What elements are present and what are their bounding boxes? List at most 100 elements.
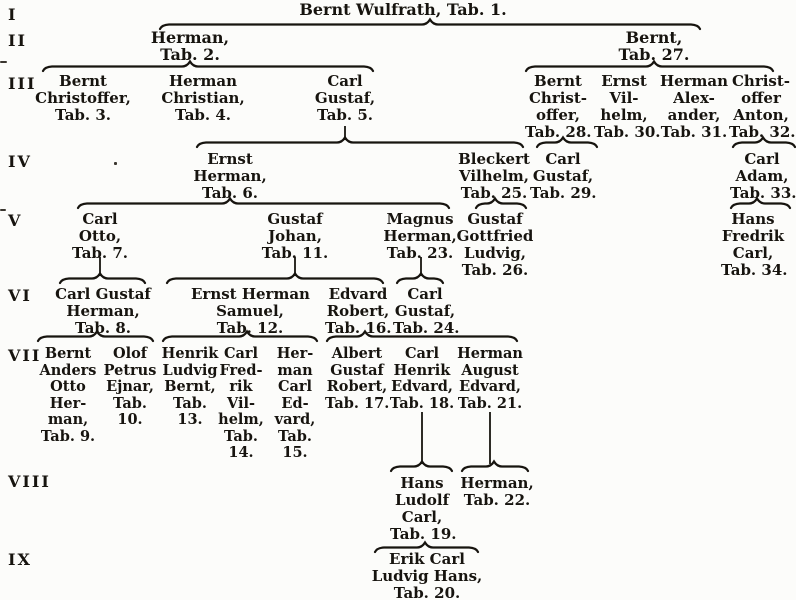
- person-name-line: Herman,: [383, 227, 457, 245]
- person-name-line: Robert,: [326, 302, 390, 320]
- person-name-line: Ludvig,: [463, 244, 527, 262]
- person-tab-line: Tab. 33.: [730, 184, 796, 202]
- person-name-line: Carl: [407, 285, 443, 303]
- person-name-line: Carl: [223, 345, 259, 362]
- person-tab-line: Tab. 25.: [460, 184, 528, 202]
- person-node-tab-4: Herman Christian, Tab. 4.: [150, 73, 256, 124]
- person-name-line: Petrus: [103, 361, 157, 379]
- person-tab-line: Tab. 2.: [160, 45, 220, 64]
- person-name-line: offer: [741, 89, 781, 107]
- person-name-line: Vil-: [609, 89, 639, 107]
- person-node-tab-25: Bleckert Vilhelm, Tab. 25.: [455, 151, 533, 202]
- person-node-tab-9: Bernt Anders Otto Her-man, Tab. 9.: [39, 345, 97, 445]
- person-name-line: Gustaf: [330, 361, 384, 379]
- person-tab-line: Tab. 12.: [216, 319, 284, 337]
- person-name-line: Carl: [404, 345, 440, 362]
- person-node-tab-15: Her-man Carl Ed-vard, Tab. 15.: [270, 345, 320, 462]
- person-tab-line: Tab. 24.: [393, 319, 460, 337]
- person-name-line: Christ-: [528, 89, 588, 107]
- brace-connector-parent-1: [158, 17, 702, 31]
- person-node-tab-22: Herman, Tab. 22.: [456, 475, 538, 509]
- person-name-line: Magnus: [386, 210, 454, 228]
- person-name-line: Vilhelm,: [458, 167, 529, 185]
- brace-connector-parent-18: [389, 459, 454, 473]
- person-tab-line: 10.: [117, 411, 143, 428]
- person-tab-line: Tab. 17.: [325, 394, 390, 412]
- person-tab-line: Tab. 21.: [457, 394, 523, 412]
- person-tab-line: Tab. 7.: [71, 244, 129, 262]
- scan-speck: [114, 162, 117, 165]
- person-name-line: Bernt,: [625, 28, 683, 47]
- person-name-line: Henrik: [393, 361, 451, 379]
- brace-connector-parent-7: [58, 271, 147, 285]
- brace-connector-parent-21: [460, 459, 530, 473]
- person-name-line: Ernst: [601, 72, 647, 90]
- generation-label-III: III: [8, 74, 37, 93]
- person-name-line: offer,: [536, 106, 580, 124]
- person-name-line: rik: [229, 378, 253, 395]
- person-name-line: Christian,: [161, 89, 245, 107]
- person-node-tab-13: Henrik Ludvig Bernt, Tab. 13.: [160, 345, 220, 429]
- person-node-tab-11: Gustaf Johan, Tab. 11.: [258, 211, 332, 262]
- person-name-line: helm,: [600, 106, 648, 124]
- person-tab-line: Tab. 20.: [393, 584, 461, 600]
- person-name-line: Ludvig Hans,: [371, 567, 483, 585]
- person-name-line: Adam,: [735, 167, 789, 185]
- person-name-line: Her-: [276, 345, 314, 362]
- person-name-line: Herman,: [66, 302, 140, 320]
- person-name-line: Albert: [331, 345, 383, 362]
- person-name-line: Edvard,: [391, 378, 453, 395]
- generation-label-VIII: VIII: [8, 472, 51, 491]
- person-name-line: Carl: [82, 210, 118, 228]
- person-name-line: man,: [47, 411, 89, 428]
- person-node-tab-23: Magnus Herman, Tab. 23.: [381, 211, 459, 262]
- person-tab-line: Tab.: [278, 427, 312, 445]
- person-node-tab-17: Albert Gustaf Robert, Tab. 17.: [325, 345, 390, 412]
- person-name-line: Gustaf: [467, 210, 523, 228]
- person-node-tab-24: Carl Gustaf, Tab. 24.: [393, 285, 460, 337]
- person-node-tab-28: Bernt Christ-offer, Tab. 28.: [525, 73, 591, 141]
- person-tab-line: Tab. 5.: [316, 106, 374, 124]
- person-tab-line: Tab. 32.: [729, 123, 796, 141]
- person-name-line: Olof: [112, 345, 148, 362]
- person-tab-line: 13.: [177, 411, 203, 428]
- person-name-line: Christ-: [731, 72, 791, 90]
- generation-label-I: I: [8, 5, 18, 24]
- person-tab-line: Tab.: [224, 427, 258, 445]
- person-node-tab-12: Ernst Herman Samuel, Tab. 12.: [191, 285, 310, 337]
- person-name-line: Ernst: [207, 150, 253, 168]
- person-name-line: Herman,: [193, 167, 267, 185]
- person-node-tab-19: Hans Ludolf Carl, Tab. 19.: [390, 474, 456, 543]
- person-name-line: Bernt: [59, 72, 107, 90]
- person-tab-line: Tab. 4.: [174, 106, 232, 124]
- person-tab-line: Tab. 8.: [74, 319, 132, 337]
- person-tab-line: Tab. 11.: [261, 244, 329, 262]
- person-name-line: Hans: [400, 474, 444, 492]
- generation-label-IV: IV: [8, 152, 32, 171]
- person-name-line: Gustaf,: [532, 167, 594, 185]
- person-node-tab-27: Bernt, Tab. 27.: [606, 29, 702, 63]
- person-name-line: Ed-: [281, 394, 309, 412]
- generation-label-IX: IX: [8, 550, 32, 569]
- person-tab-line: 15.: [282, 444, 308, 461]
- person-tab-line: Tab. 34.: [721, 261, 788, 279]
- generation-label-VI: VI: [8, 286, 32, 305]
- person-name-line: Carl,: [401, 508, 443, 526]
- person-name-line: Hans: [731, 210, 775, 228]
- person-name-line: Ernst Herman: [191, 285, 310, 303]
- person-name-line: Ludvig: [162, 361, 218, 379]
- person-node-tab-18: Carl Henrik Edvard, Tab. 18.: [389, 345, 455, 412]
- generation-label-VII: VII: [8, 346, 42, 365]
- person-node-tab-32: Christ-offer Anton, Tab. 32.: [729, 72, 796, 141]
- person-node-tab-6: Ernst Herman, Tab. 6.: [187, 151, 273, 202]
- person-name-line: Edvard: [328, 285, 388, 303]
- person-name-line: Alex-: [673, 89, 715, 107]
- person-name-line: Anders: [39, 361, 97, 379]
- person-node-tab-1: Bernt Wulfrath, Tab. 1.: [293, 1, 513, 19]
- person-name-line: Otto: [50, 378, 86, 395]
- generation-label-V: V: [8, 211, 23, 230]
- person-node-tab-16: Edvard Robert, Tab. 16.: [325, 286, 391, 337]
- person-tab-line: Tab. 27.: [618, 45, 690, 64]
- brace-connector-parent-23: [395, 271, 445, 285]
